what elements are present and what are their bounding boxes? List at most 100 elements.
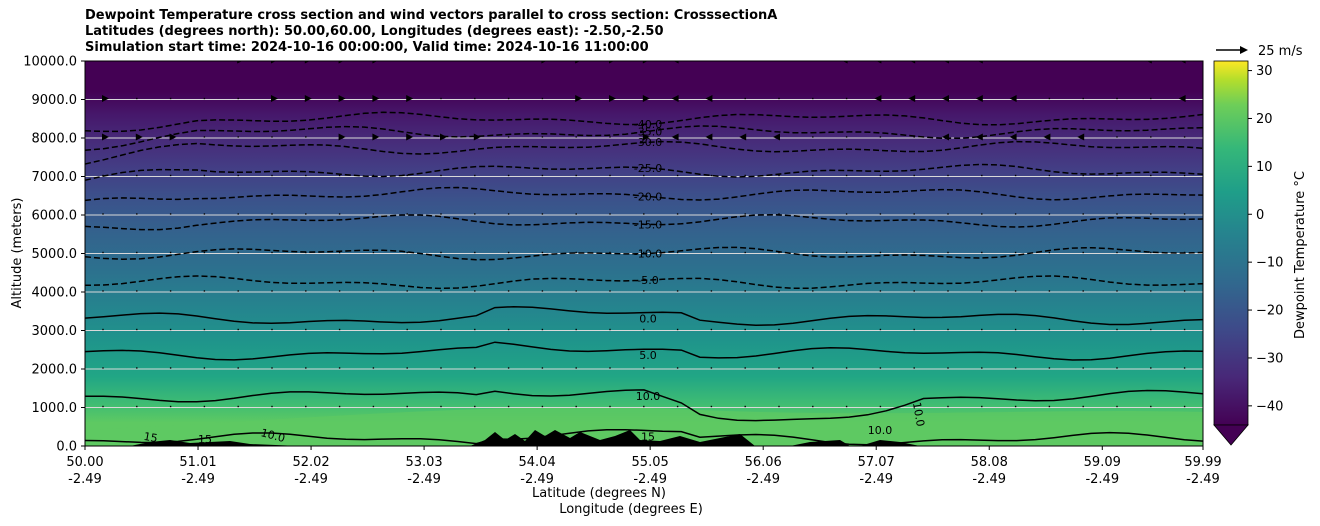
x-axis-label-lat: Latitude (degrees N) bbox=[532, 486, 666, 501]
wind-vector bbox=[676, 213, 679, 215]
y-tick-label: 2000.0 bbox=[32, 363, 78, 378]
y-axis: 0.0 1000.0 2000.0 3000.0 4000.0 5000.0 6000.0 7… bbox=[23, 55, 85, 455]
wind-vector bbox=[541, 328, 544, 331]
wind-vector bbox=[879, 405, 882, 408]
y-tick-label: 10000.0 bbox=[23, 55, 77, 70]
wind-vector bbox=[676, 290, 679, 292]
wind-vector bbox=[609, 251, 611, 254]
wind-vector bbox=[1082, 174, 1084, 177]
wind-vector bbox=[575, 213, 577, 215]
wind-vector bbox=[440, 251, 442, 254]
wind-vector bbox=[1150, 328, 1152, 331]
wind-vector bbox=[474, 213, 476, 215]
wind-vector bbox=[913, 290, 915, 292]
wind-vector bbox=[812, 174, 814, 177]
wind-vector bbox=[975, 133, 983, 141]
wind-vector bbox=[271, 405, 273, 408]
wind-vector bbox=[372, 251, 375, 254]
wind-vector bbox=[845, 136, 848, 138]
wind-vector bbox=[942, 133, 949, 141]
wind-vector bbox=[642, 133, 650, 141]
wind-vector bbox=[879, 367, 882, 369]
wind-vector bbox=[744, 251, 746, 254]
wind-vector bbox=[372, 367, 375, 369]
x-tick-label-lat: 52.02 bbox=[292, 455, 329, 470]
wind-vector bbox=[947, 405, 949, 408]
wind-vector bbox=[676, 251, 679, 254]
y-tick-label: 1000.0 bbox=[32, 401, 78, 416]
wind-vector bbox=[271, 290, 273, 292]
wind-vector bbox=[575, 174, 577, 177]
wind-vector bbox=[169, 290, 172, 292]
contour-line bbox=[85, 125, 1203, 151]
wind-vector bbox=[710, 213, 713, 215]
x-tick-label-lat: 51.01 bbox=[179, 455, 216, 470]
wind-vector bbox=[237, 290, 239, 292]
colorbar-tick-label: 10 bbox=[1256, 160, 1273, 175]
wind-vector bbox=[372, 133, 380, 141]
wind-vector bbox=[203, 405, 206, 408]
wind-vector bbox=[372, 174, 375, 177]
wind-vector bbox=[812, 251, 814, 254]
wind-vector bbox=[812, 136, 814, 138]
wind-vector bbox=[507, 290, 510, 292]
wind-vector bbox=[975, 95, 983, 102]
wind-vector bbox=[305, 251, 307, 254]
wind-vector bbox=[1082, 328, 1084, 331]
wind-vector bbox=[135, 133, 143, 141]
wind-vector bbox=[474, 405, 476, 408]
wind-vector bbox=[643, 367, 645, 369]
wind-vector bbox=[237, 136, 239, 138]
wind-vector bbox=[812, 97, 814, 100]
wind-vector bbox=[673, 61, 679, 64]
wind-vector bbox=[710, 367, 713, 369]
wind-vector bbox=[169, 405, 172, 408]
x-tick-label-lon: -2.49 bbox=[68, 472, 102, 487]
wind-vector bbox=[778, 328, 780, 331]
wind-vector bbox=[406, 405, 408, 408]
wind-vector bbox=[913, 213, 915, 215]
wind-vector bbox=[744, 328, 746, 331]
wind-vector bbox=[1048, 405, 1051, 408]
contour-label: -10.0 bbox=[634, 248, 662, 261]
wind-vector bbox=[169, 367, 172, 369]
wind-vector bbox=[136, 290, 138, 292]
wind-vector bbox=[1048, 290, 1051, 292]
wind-vector bbox=[981, 174, 983, 177]
wind-vector bbox=[102, 95, 109, 102]
colorbar-tick-label: −20 bbox=[1256, 304, 1283, 319]
wind-vector bbox=[981, 213, 983, 215]
wind-vector bbox=[710, 405, 713, 408]
wind-vector bbox=[947, 290, 949, 292]
colorbar-tick-label: −40 bbox=[1256, 399, 1283, 414]
wind-vector bbox=[102, 405, 104, 408]
wind-vector bbox=[338, 367, 341, 369]
wind-vector bbox=[643, 405, 645, 408]
wind-vector bbox=[778, 251, 780, 254]
wind-vector bbox=[908, 95, 916, 102]
wind-vector bbox=[609, 290, 611, 292]
wind-vector bbox=[474, 174, 476, 177]
wind-vector bbox=[237, 251, 239, 254]
wind-vector bbox=[845, 290, 848, 292]
wind-vector bbox=[1077, 133, 1085, 141]
wind-vector bbox=[1116, 59, 1117, 60]
y-axis-label: Altitude (meters) bbox=[10, 198, 25, 309]
wind-vector bbox=[305, 367, 307, 369]
wind-vector bbox=[1082, 290, 1084, 292]
x-tick-label-lat: 58.08 bbox=[971, 455, 1008, 470]
x-tick-label-lon: -2.49 bbox=[633, 472, 667, 487]
wind-vector bbox=[845, 405, 848, 408]
wind-vector bbox=[575, 136, 577, 138]
wind-vector bbox=[671, 95, 679, 102]
x-tick-label-lon: -2.49 bbox=[746, 472, 780, 487]
contour-label: -15.0 bbox=[634, 218, 662, 231]
wind-vector bbox=[507, 97, 510, 100]
wind-vector bbox=[947, 213, 949, 215]
x-tick-label-lon: -2.49 bbox=[1085, 472, 1119, 487]
wind-vector bbox=[1014, 290, 1017, 292]
colorbar-extend-min bbox=[1213, 424, 1249, 446]
wind-vector bbox=[1048, 367, 1051, 369]
wind-vector bbox=[440, 290, 442, 292]
wind-vector bbox=[609, 367, 611, 369]
